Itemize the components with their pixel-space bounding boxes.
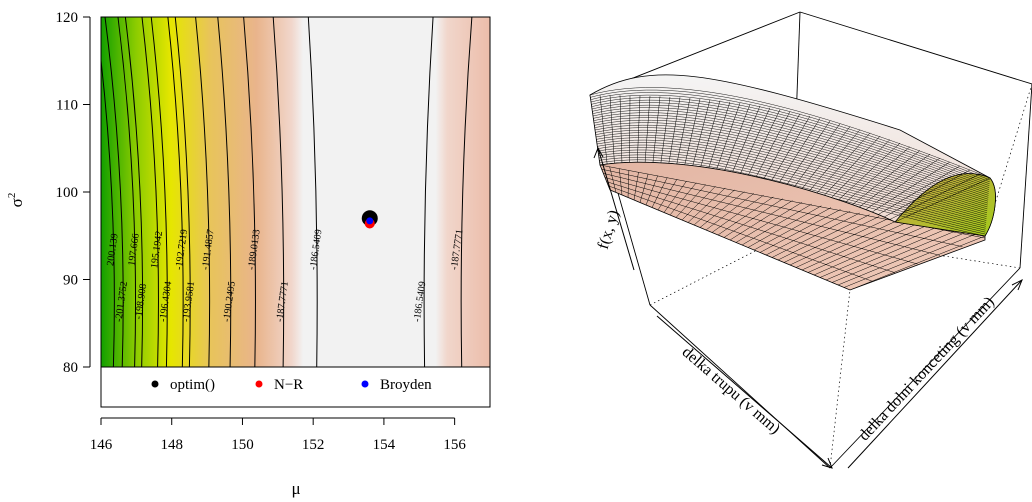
heatmap-fill <box>101 17 490 407</box>
svg-text:σ2: σ2 <box>6 193 26 208</box>
legend-label: N−R <box>274 377 303 393</box>
contour-labels: 200.139-201.3752197.666-198.908195.1942-… <box>105 229 465 323</box>
contour-line <box>460 17 473 368</box>
x-axis-title-3d: delka trupu (v mm) <box>679 344 784 438</box>
surface-plot: f(x, y) delka trupu (v mm) delka dolni k… <box>589 11 1032 469</box>
y-tick-label: 120 <box>56 10 79 26</box>
y-axis: 80 90 100 110 120 <box>56 10 91 376</box>
x-tick-label: 152 <box>302 437 325 453</box>
y-axis-title-3d: delka dolni konceting (v mm) <box>856 294 998 445</box>
contour-plot: 200.139-201.3752197.666-198.908195.1942-… <box>6 10 491 498</box>
contour-line <box>150 17 168 368</box>
legend-box <box>100 366 491 408</box>
plot-frame <box>100 16 491 408</box>
optimum-points <box>361 210 378 229</box>
legend-label: optim() <box>170 377 215 393</box>
contour-line <box>167 17 184 368</box>
x-tick-label: 156 <box>443 437 466 453</box>
legend-marker <box>151 380 159 388</box>
legend: optim() N−R Broyden <box>151 377 432 393</box>
legend-marker <box>255 380 263 388</box>
contour-label: -198.908 <box>133 283 149 320</box>
contour-line <box>272 17 285 368</box>
contour-line <box>117 17 137 368</box>
contour-line <box>423 17 434 368</box>
contour-label: 197.666 <box>126 233 141 267</box>
contour-line <box>141 17 159 368</box>
contour-line <box>174 17 191 368</box>
box-hidden-edges <box>589 83 1032 469</box>
contour-line <box>124 17 144 368</box>
contour-line <box>195 17 211 368</box>
x-tick-label: 148 <box>160 437 183 453</box>
x-axis-title: μ <box>291 479 300 498</box>
y-axis-title-base: σ <box>7 198 26 207</box>
contour-line <box>307 17 318 368</box>
point-broyden <box>366 217 374 225</box>
y-axis-title-superscript: 2 <box>6 193 18 199</box>
contour-line <box>217 17 232 368</box>
axis-arrows <box>593 146 1023 469</box>
y-tick-label: 90 <box>63 273 78 289</box>
x-tick-label: 154 <box>373 437 396 453</box>
y-tick-label: 80 <box>63 360 78 376</box>
contour-lines <box>101 17 473 368</box>
contour-label: 200.139 <box>105 233 120 267</box>
contour-line <box>104 17 124 368</box>
y-axis-title: σ2 <box>6 193 26 208</box>
y-tick-label: 100 <box>56 185 79 201</box>
y-tick-label: 110 <box>56 98 78 114</box>
legend-label: Broyden <box>380 377 432 393</box>
contour-line <box>243 17 256 368</box>
x-tick-label: 146 <box>90 437 113 453</box>
x-tick-label: 150 <box>231 437 254 453</box>
legend-marker <box>361 380 369 388</box>
surface-mesh-front <box>600 164 985 290</box>
z-axis-title: f(x, y) <box>595 208 623 251</box>
x-axis: 146 148 150 152 154 156 <box>90 417 466 453</box>
contour-label: 195.1942 <box>149 230 165 269</box>
